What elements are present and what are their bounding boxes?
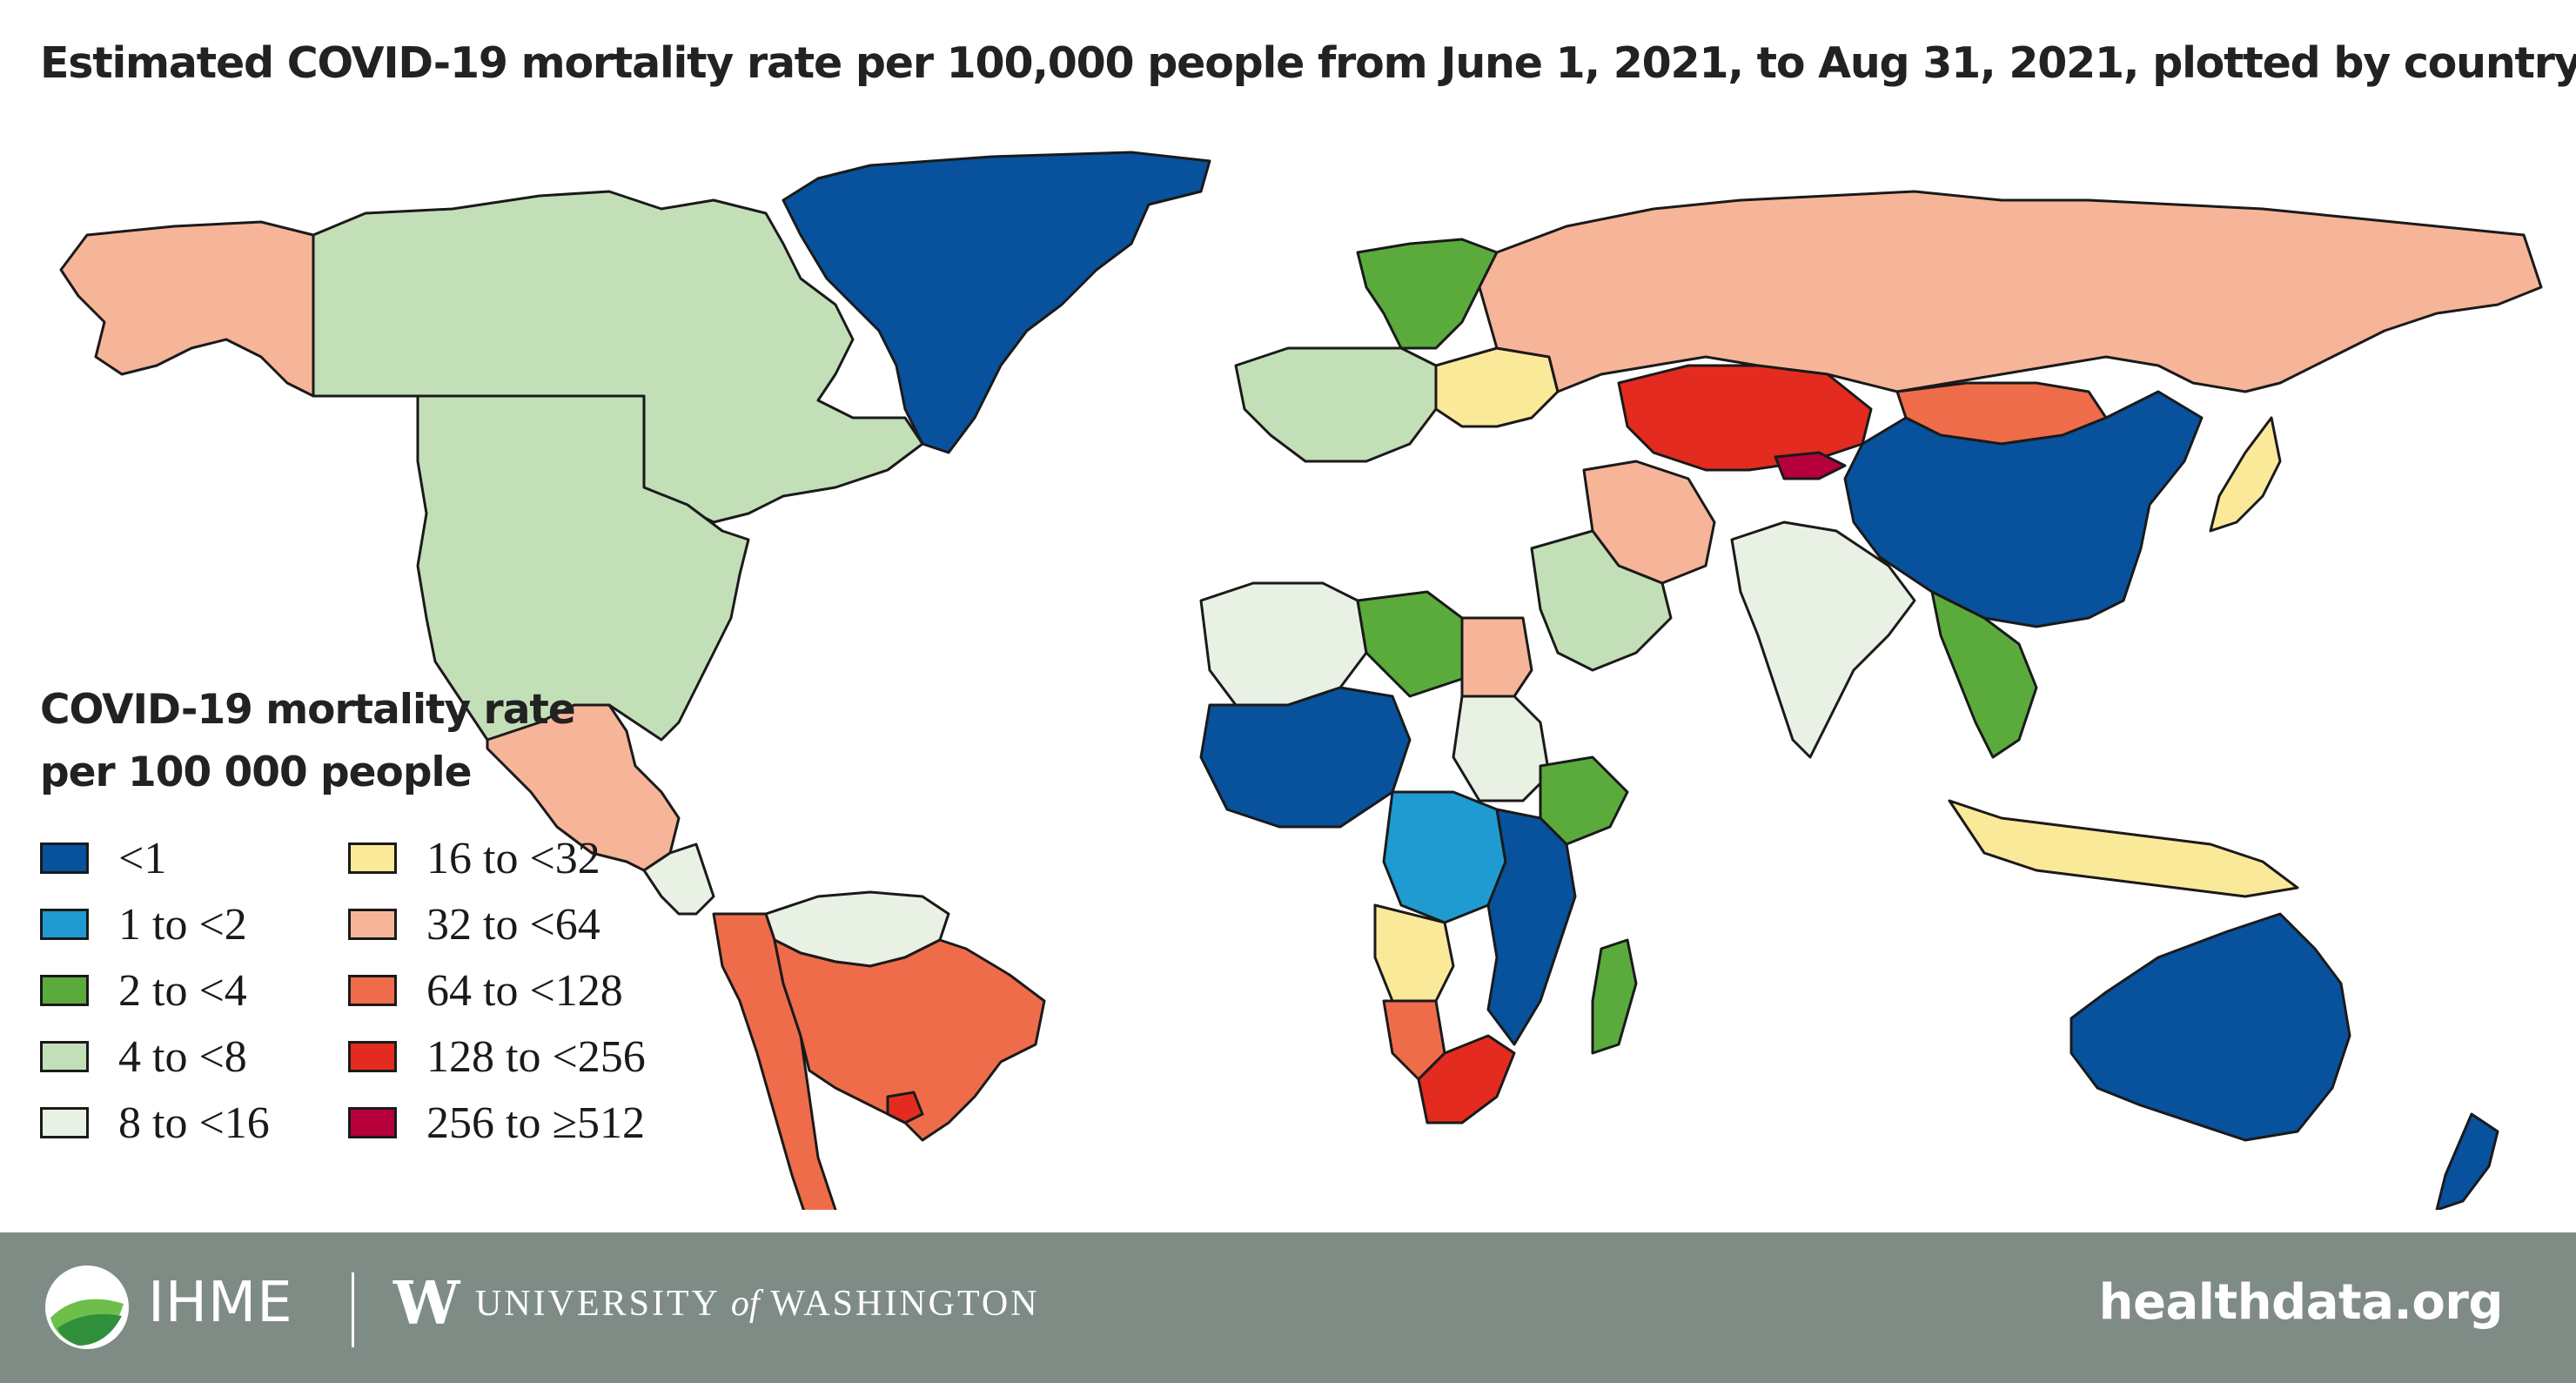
legend-label: 2 to <4	[118, 965, 247, 1016]
region-madagascar	[1591, 938, 1638, 1055]
region-libya	[1356, 590, 1464, 698]
region-australia	[2070, 912, 2351, 1142]
region-china	[1843, 390, 2204, 628]
legend-swatch	[40, 975, 89, 1006]
region-egypt	[1460, 616, 1533, 698]
legend-title-line1: COVID-19 mortality rate	[40, 686, 576, 734]
ihme-wordmark: IHME	[148, 1271, 293, 1335]
region-japan	[2209, 416, 2282, 533]
legend-swatch	[348, 909, 397, 940]
legend-item: 128 to <256	[348, 1024, 731, 1090]
region-south-africa	[1417, 1034, 1516, 1125]
region-russia	[1478, 190, 2543, 393]
region-new-zealand	[2435, 1112, 2499, 1210]
legend-swatch	[348, 975, 397, 1006]
region-kazakhstan	[1617, 364, 1873, 472]
legend-label: 1 to <2	[118, 899, 247, 950]
legend-label: 32 to <64	[426, 899, 600, 950]
region-sudan	[1452, 695, 1551, 802]
legend-item: 8 to <16	[40, 1090, 348, 1156]
region-greenland	[782, 151, 1211, 454]
legend-swatch	[40, 1107, 89, 1138]
legend-item: <1	[40, 825, 348, 891]
legend-item: 32 to <64	[348, 891, 731, 957]
ihme-logo-icon	[45, 1266, 129, 1349]
legend-label: 4 to <8	[118, 1031, 247, 1082]
uw-wordmark: UNIVERSITY of WASHINGTON	[475, 1283, 1040, 1325]
region-kyrgyzstan	[1774, 451, 1847, 480]
legend-label: 256 to ≥512	[426, 1098, 645, 1148]
legend-swatch	[40, 843, 89, 874]
legend-item: 256 to ≥512	[348, 1090, 731, 1156]
legend-label: 8 to <16	[118, 1098, 270, 1148]
page-title: Estimated COVID-19 mortality rate per 10…	[40, 38, 2576, 88]
legend: COVID-19 mortality rate per 100 000 peop…	[40, 679, 754, 1166]
region-east-africa	[1486, 808, 1577, 1046]
uw-wordmark-post: WASHINGTON	[759, 1284, 1040, 1324]
legend-swatch	[40, 1041, 89, 1072]
region-indonesia-philippines	[1948, 799, 2299, 898]
legend-swatch	[348, 1041, 397, 1072]
region-alaska	[59, 220, 315, 398]
legend-item: 64 to <128	[348, 957, 731, 1024]
legend-grid: <1 16 to <32 1 to <2 32 to <64 2 to <4 6…	[40, 825, 754, 1156]
region-arabian-peninsula	[1530, 529, 1673, 672]
region-west-africa	[1199, 686, 1412, 829]
region-india	[1730, 520, 1916, 759]
region-united-states	[416, 394, 750, 742]
website-link[interactable]: healthdata.org	[2098, 1274, 2504, 1331]
uw-logo-w-icon: W	[393, 1269, 460, 1339]
region-uruguay	[886, 1091, 924, 1125]
legend-label: 16 to <32	[426, 833, 600, 883]
region-north-africa-west	[1199, 581, 1368, 707]
region-central-america	[642, 843, 715, 916]
legend-label: <1	[118, 833, 167, 883]
legend-item: 16 to <32	[348, 825, 731, 891]
footer-bar: IHME W UNIVERSITY of WASHINGTON healthda…	[0, 1232, 2576, 1383]
legend-label: 64 to <128	[426, 965, 623, 1016]
region-central-africa	[1382, 790, 1507, 924]
world-map	[59, 151, 2543, 1210]
legend-title-line2: per 100 000 people	[40, 749, 472, 796]
region-southeast-asia	[1930, 590, 2038, 759]
legend-swatch	[348, 843, 397, 874]
legend-swatch	[40, 909, 89, 940]
region-scandinavia	[1356, 238, 1499, 350]
uw-wordmark-pre: UNIVERSITY	[475, 1284, 731, 1324]
footer-divider	[352, 1272, 354, 1347]
region-eastern-europe	[1434, 346, 1560, 428]
legend-item: 4 to <8	[40, 1024, 348, 1090]
legend-label: 128 to <256	[426, 1031, 646, 1082]
legend-item: 1 to <2	[40, 891, 348, 957]
legend-item: 2 to <4	[40, 957, 348, 1024]
region-brazil	[773, 938, 1046, 1142]
legend-swatch	[348, 1107, 397, 1138]
region-western-europe	[1234, 346, 1438, 463]
uw-wordmark-of: of	[730, 1284, 760, 1324]
